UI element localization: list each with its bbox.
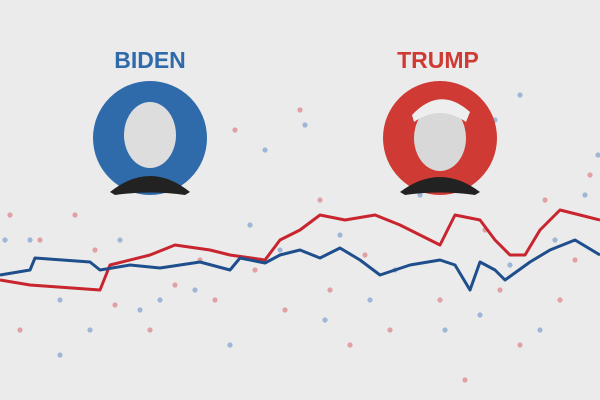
line	[0, 238, 600, 292]
dot	[302, 122, 308, 128]
dot	[595, 152, 600, 158]
dot	[497, 287, 503, 293]
dot	[297, 107, 303, 113]
face	[124, 102, 176, 168]
dot	[157, 297, 163, 303]
dot	[27, 237, 33, 243]
dot	[87, 327, 93, 333]
dot	[137, 307, 143, 313]
candidate-label: BIDEN	[114, 47, 186, 73]
dot	[147, 327, 153, 333]
dot	[17, 327, 23, 333]
dot	[337, 232, 343, 238]
dot	[57, 352, 63, 358]
hair	[412, 99, 470, 122]
dot	[362, 252, 368, 258]
dot	[172, 282, 178, 288]
portrait-trump	[383, 81, 497, 195]
dot	[282, 307, 288, 313]
dot	[442, 327, 448, 333]
dot	[72, 212, 78, 218]
portrait-biden	[93, 81, 207, 195]
dot	[92, 247, 98, 253]
dot	[192, 287, 198, 293]
candidate-label: TRUMP	[397, 47, 479, 73]
dot	[462, 377, 468, 383]
dot	[262, 147, 268, 153]
dot	[387, 327, 393, 333]
dot	[212, 297, 218, 303]
shoulders	[110, 176, 190, 195]
dot	[2, 237, 8, 243]
dot	[277, 247, 283, 253]
dot	[37, 237, 43, 243]
dot	[417, 192, 423, 198]
dot	[112, 302, 118, 308]
dot	[582, 192, 588, 198]
dot	[517, 92, 523, 98]
dot	[552, 237, 558, 243]
dot	[227, 342, 233, 348]
dot	[557, 297, 563, 303]
dot	[232, 127, 238, 133]
lines	[0, 208, 600, 292]
dot	[542, 197, 548, 203]
dot	[247, 222, 253, 228]
dot	[507, 262, 513, 268]
shoulders	[400, 177, 480, 195]
dot	[537, 327, 543, 333]
line	[0, 208, 600, 292]
dot	[347, 342, 353, 348]
dot	[7, 212, 13, 218]
dot	[572, 257, 578, 263]
dot	[57, 297, 63, 303]
dot	[367, 297, 373, 303]
dot	[322, 317, 328, 323]
dot	[252, 267, 258, 273]
dot	[327, 287, 333, 293]
dot	[437, 297, 443, 303]
dot	[587, 172, 593, 178]
dot	[317, 197, 323, 203]
dot	[517, 342, 523, 348]
face	[414, 105, 466, 171]
dot	[117, 237, 123, 243]
dot	[477, 312, 483, 318]
